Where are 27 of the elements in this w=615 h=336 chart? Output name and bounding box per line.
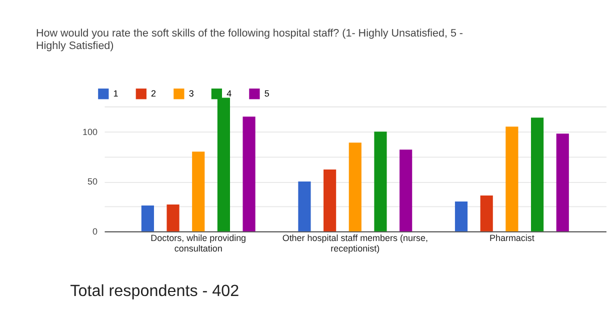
- bar: [348, 142, 362, 232]
- x-tick-label: Doctors, while providing consultation: [150, 232, 246, 254]
- bar: [454, 201, 468, 232]
- bar: [530, 118, 544, 232]
- bar: [400, 150, 412, 232]
- chart-title: How would you rate the soft skills of the following hospital staff? (1- Highly Unsatisfied, 5 - Highly Satisfied): [36, 27, 464, 52]
- bar: [374, 132, 387, 232]
- y-tick-label: 100: [82, 126, 98, 137]
- bar: [166, 204, 180, 232]
- text: Total respondents - 402: [70, 282, 240, 300]
- bar: [324, 170, 336, 232]
- bar: [480, 195, 493, 232]
- y-tick-label: 50: [88, 176, 98, 187]
- bar: [242, 116, 256, 232]
- legend-label: 3: [188, 88, 194, 99]
- legend-label: 4: [226, 88, 232, 99]
- legend-label: 2: [151, 88, 156, 99]
- bar: [141, 205, 154, 232]
- legend-label: 1: [113, 88, 118, 99]
- bar: [298, 182, 311, 232]
- x-tick-label: Other hospital staff members (nurse, receptionist): [282, 232, 428, 254]
- legend-label: 5: [264, 88, 270, 99]
- x-tick-label: Pharmacist: [489, 232, 535, 243]
- bar: [556, 134, 569, 232]
- y-tick-label: 0: [92, 226, 98, 237]
- bar: [506, 126, 518, 232]
- bar: [192, 152, 205, 232]
